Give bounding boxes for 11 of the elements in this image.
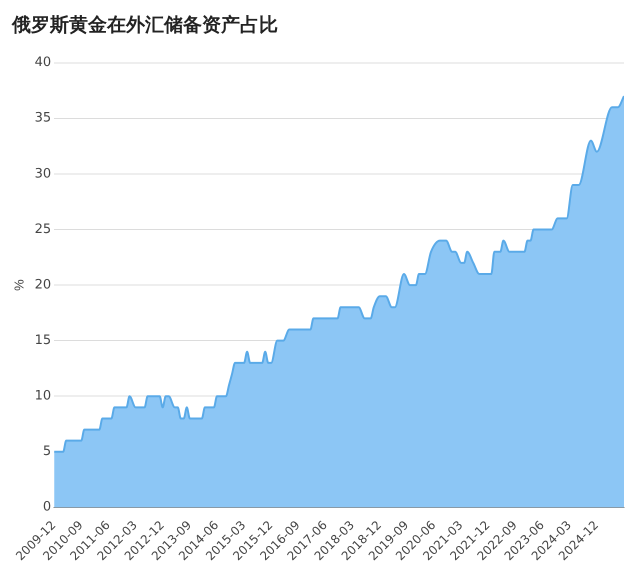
y-tick-label: 30 — [34, 166, 52, 182]
y-tick-label: 0 — [42, 500, 52, 515]
chart-title: 俄罗斯黄金在外汇储备资产占比 — [10, 13, 279, 38]
y-tick-label: 15 — [34, 333, 52, 348]
y-tick-label: 5 — [42, 444, 52, 460]
y-axis-title: % — [11, 278, 26, 291]
y-tick-label: 10 — [34, 388, 52, 404]
y-tick-label: 40 — [34, 55, 52, 70]
y-tick-label: 25 — [34, 222, 52, 237]
y-tick-label: 20 — [34, 277, 52, 292]
y-tick-label: 35 — [34, 110, 52, 126]
